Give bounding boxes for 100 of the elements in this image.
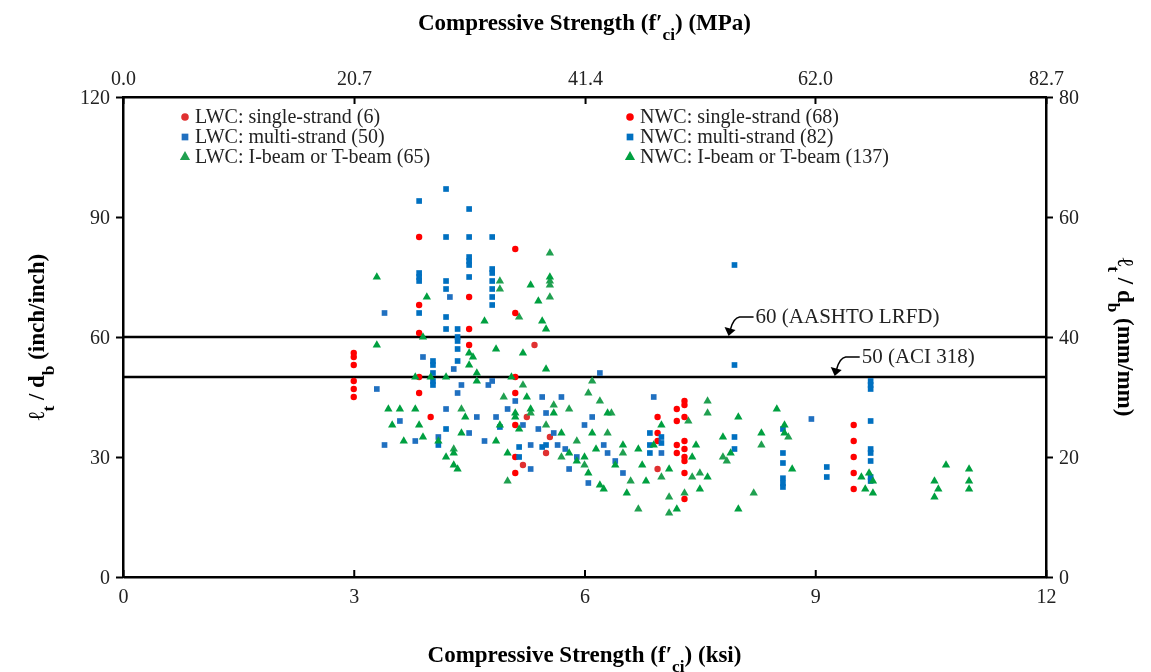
point bbox=[512, 469, 519, 477]
point bbox=[465, 325, 473, 333]
point bbox=[650, 394, 657, 400]
point bbox=[415, 301, 423, 309]
point bbox=[545, 248, 555, 256]
point bbox=[681, 445, 688, 453]
point bbox=[350, 353, 357, 361]
x2-tick-label: 62.0 bbox=[797, 67, 833, 89]
point bbox=[572, 436, 581, 444]
legend-label: LWC: single-strand (6) bbox=[195, 105, 381, 128]
point bbox=[595, 396, 605, 404]
point bbox=[397, 418, 403, 424]
point bbox=[489, 378, 496, 384]
point bbox=[584, 388, 593, 396]
x2-tick-label: 0.0 bbox=[111, 67, 136, 89]
point bbox=[546, 433, 554, 441]
point bbox=[850, 453, 857, 461]
point bbox=[703, 408, 712, 416]
point bbox=[427, 413, 434, 421]
point bbox=[473, 414, 480, 420]
point bbox=[420, 354, 426, 360]
point bbox=[518, 380, 528, 388]
y-tick-label: 0 bbox=[100, 565, 110, 588]
point bbox=[374, 386, 380, 392]
point bbox=[550, 430, 557, 436]
point bbox=[447, 294, 453, 300]
point bbox=[523, 413, 530, 421]
point bbox=[466, 430, 472, 436]
point bbox=[680, 488, 689, 496]
point bbox=[415, 389, 423, 397]
point bbox=[564, 404, 574, 412]
x-tick-label: 0 bbox=[118, 585, 129, 608]
point bbox=[657, 472, 666, 480]
y-tick-label: 120 bbox=[80, 85, 110, 108]
point bbox=[654, 465, 661, 473]
point bbox=[481, 438, 488, 444]
point bbox=[654, 429, 661, 437]
point bbox=[415, 233, 423, 241]
x-tick-label: 6 bbox=[580, 585, 590, 608]
point bbox=[495, 284, 505, 292]
point bbox=[503, 476, 512, 484]
point bbox=[681, 495, 688, 503]
y2-tick-label: 0 bbox=[1059, 565, 1069, 588]
point bbox=[545, 292, 555, 300]
point bbox=[681, 437, 688, 445]
point bbox=[673, 405, 680, 413]
point bbox=[603, 428, 612, 436]
point bbox=[350, 377, 357, 385]
point bbox=[541, 420, 551, 428]
point bbox=[722, 456, 731, 464]
point bbox=[808, 416, 815, 422]
point bbox=[626, 476, 635, 484]
point bbox=[850, 485, 857, 493]
point bbox=[673, 449, 680, 457]
legend-label: 50 (ACI 318) bbox=[861, 344, 975, 368]
point bbox=[597, 370, 603, 376]
point bbox=[581, 422, 588, 428]
point bbox=[673, 441, 680, 449]
point bbox=[543, 410, 549, 416]
point bbox=[531, 341, 538, 349]
point bbox=[850, 437, 857, 445]
point bbox=[495, 276, 505, 284]
point bbox=[757, 440, 766, 448]
point bbox=[554, 442, 561, 448]
x-axis-title: Compressive Strength (f′$_{ci}$) (ksi) bbox=[427, 642, 742, 672]
point bbox=[589, 414, 596, 420]
y-tick-label: 30 bbox=[90, 445, 110, 468]
point bbox=[527, 466, 534, 472]
point bbox=[514, 312, 524, 320]
x2-tick-label: 41.4 bbox=[568, 67, 604, 89]
y-tick-label: 60 bbox=[90, 325, 110, 348]
point bbox=[512, 421, 519, 429]
point bbox=[557, 452, 566, 460]
point bbox=[539, 394, 546, 400]
point bbox=[681, 413, 688, 421]
point bbox=[535, 426, 542, 432]
point bbox=[634, 504, 643, 512]
point bbox=[600, 442, 607, 448]
y2-tick-label: 20 bbox=[1059, 445, 1079, 468]
point bbox=[658, 450, 665, 456]
point bbox=[381, 442, 388, 448]
point bbox=[415, 329, 423, 337]
y2-tick-label: 40 bbox=[1059, 325, 1079, 348]
point bbox=[580, 460, 589, 468]
point bbox=[512, 389, 519, 397]
point bbox=[350, 385, 357, 393]
point bbox=[664, 492, 674, 500]
point bbox=[588, 376, 597, 384]
point bbox=[465, 341, 473, 349]
point bbox=[664, 508, 674, 516]
point bbox=[512, 398, 519, 404]
point bbox=[458, 382, 465, 388]
point bbox=[688, 472, 697, 480]
point bbox=[512, 245, 519, 253]
point bbox=[381, 310, 388, 316]
point bbox=[620, 470, 626, 476]
x-tick-label: 3 bbox=[349, 585, 360, 608]
x-tick-label: 12 bbox=[1036, 585, 1057, 608]
point bbox=[566, 466, 572, 472]
point bbox=[585, 480, 592, 486]
